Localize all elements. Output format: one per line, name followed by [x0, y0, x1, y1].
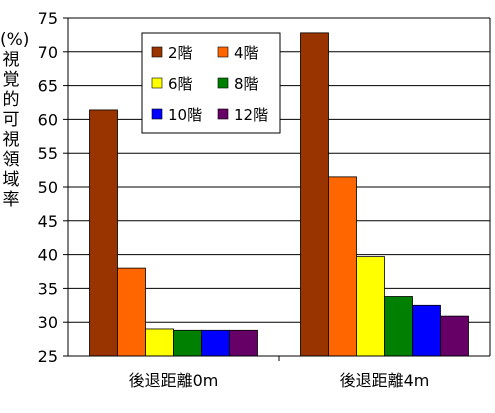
y-tick-label: 75 — [38, 9, 58, 28]
legend-swatch — [151, 46, 163, 58]
y-tick-label: 35 — [38, 279, 58, 298]
legend-box — [141, 32, 281, 134]
legend-label: 10階 — [168, 106, 202, 124]
bar — [201, 329, 230, 357]
bar-layer — [89, 32, 469, 357]
legend-swatch — [151, 108, 163, 120]
y-tick-label: 65 — [38, 77, 58, 96]
y-tick-label: 55 — [38, 144, 58, 163]
bar — [173, 329, 202, 357]
bar — [229, 329, 258, 357]
legend-swatch — [151, 77, 163, 89]
bar — [412, 304, 441, 357]
y-tick-label: 60 — [38, 110, 58, 129]
bar — [145, 328, 174, 357]
y-tick-label: 50 — [38, 178, 58, 197]
bar — [300, 32, 329, 357]
x-tick-label: 後退距離0m — [129, 371, 219, 390]
y-tick-label: 25 — [38, 347, 58, 366]
legend: 2階 4階 6階 8階 10階 12階 — [141, 32, 281, 134]
legend-label: 8階 — [234, 75, 259, 93]
x-tick-label: 後退距離4m — [340, 371, 430, 390]
legend-label: 2階 — [168, 44, 193, 62]
y-tick-label: 40 — [38, 246, 58, 265]
legend-swatch — [217, 46, 229, 58]
legend-swatch — [217, 77, 229, 89]
legend-label: 12階 — [234, 106, 268, 124]
bar — [440, 315, 469, 357]
bar — [384, 296, 413, 357]
bar — [89, 109, 118, 357]
bar — [328, 176, 357, 357]
bar — [356, 256, 385, 357]
legend-label: 6階 — [168, 75, 193, 93]
legend-swatch — [217, 108, 229, 120]
y-tick-label: 70 — [38, 43, 58, 62]
legend-label: 4階 — [234, 44, 259, 62]
bar — [117, 267, 146, 357]
y-tick-label: 45 — [38, 212, 58, 231]
y-axis-label: (%)視覚的可視領域率 — [0, 30, 30, 210]
y-tick-label: 30 — [38, 313, 58, 332]
axis-layer: 25 30 35 40 45 50 55 60 65 70 75 後退距離0m 後退距離4m — [38, 9, 491, 390]
